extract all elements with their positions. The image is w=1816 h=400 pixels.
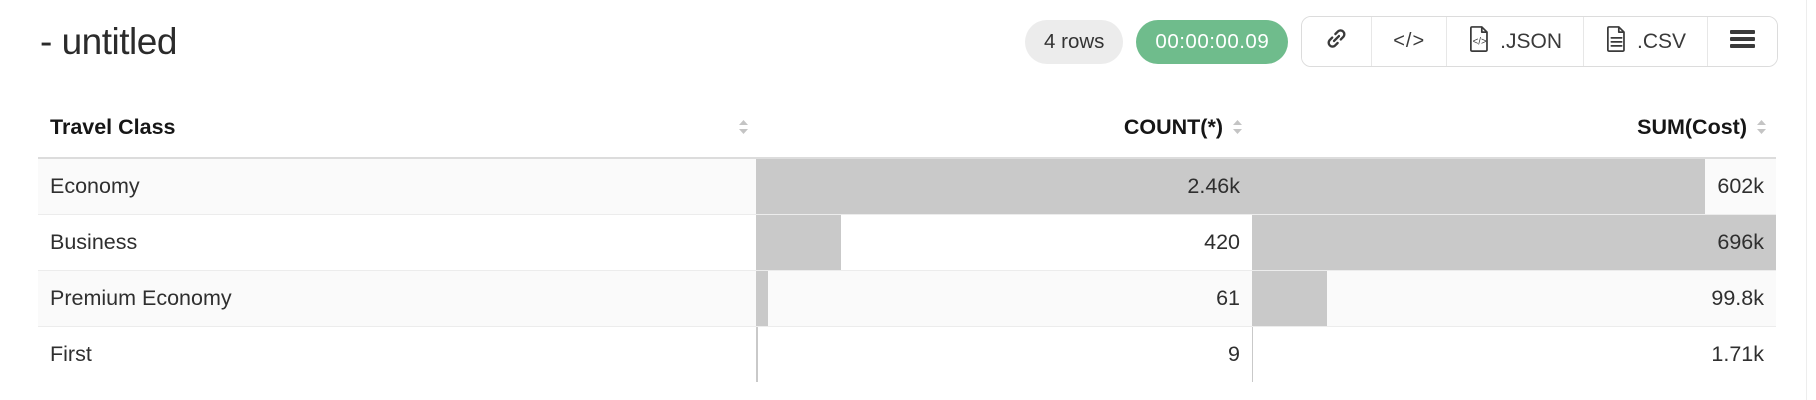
column-header-count[interactable]: COUNT(*): [756, 115, 1252, 140]
table-row: Business 420 696k: [38, 215, 1776, 271]
cell-value: Business: [50, 230, 138, 254]
export-json-button[interactable]: </> .JSON: [1446, 17, 1583, 66]
cell-value: 61: [1216, 286, 1240, 310]
copy-link-button[interactable]: [1302, 17, 1372, 66]
menu-button[interactable]: [1707, 17, 1777, 66]
file-text-icon: [1605, 25, 1628, 59]
sum-bar: [1252, 215, 1776, 270]
cell-value: 1.71k: [1711, 342, 1764, 366]
column-header-label: SUM(Cost): [1637, 114, 1747, 139]
cell-sum-cost: 1.71k: [1252, 327, 1776, 382]
cell-sum-cost: 99.8k: [1252, 271, 1776, 326]
cell-value: Economy: [50, 174, 140, 198]
cell-value: Premium Economy: [50, 286, 232, 310]
query-timer-badge: 00:00:00.09: [1136, 19, 1289, 64]
cell-count: 2.46k: [756, 159, 1252, 214]
cell-count: 9: [756, 327, 1252, 382]
table-row: Economy 2.46k 602k: [38, 159, 1776, 215]
sum-bar: [1252, 327, 1254, 382]
cell-value: First: [50, 342, 92, 366]
file-code-icon: </>: [1468, 25, 1491, 59]
cell-value: 9: [1228, 342, 1240, 366]
sort-icon[interactable]: [737, 117, 750, 137]
results-table: Travel Class COUNT(*) SUM(Cost) Economy …: [38, 97, 1776, 382]
cell-travel-class: Premium Economy: [38, 271, 756, 326]
page-title: - untitled: [40, 20, 177, 62]
link-icon: [1323, 25, 1350, 58]
export-button-group: </> </> .JSON: [1301, 16, 1778, 67]
cell-value: 602k: [1717, 174, 1764, 198]
column-header-sum-cost[interactable]: SUM(Cost): [1252, 115, 1776, 140]
export-json-label: .JSON: [1500, 29, 1562, 53]
cell-value: 420: [1204, 230, 1240, 254]
export-csv-button[interactable]: .CSV: [1582, 17, 1707, 66]
sort-icon[interactable]: [1755, 117, 1768, 137]
count-bar: [756, 159, 1252, 214]
svg-text:</>: </>: [1473, 36, 1487, 47]
table-row: First 9 1.71k: [38, 327, 1776, 382]
pane-divider: [1806, 0, 1807, 400]
cell-count: 61: [756, 271, 1252, 326]
result-controls: 4 rows 00:00:00.09 </>: [1025, 16, 1778, 67]
row-count-badge: 4 rows: [1025, 19, 1124, 64]
sum-bar: [1252, 271, 1328, 326]
cell-sum-cost: 696k: [1252, 215, 1776, 270]
table-header-row: Travel Class COUNT(*) SUM(Cost): [38, 97, 1776, 159]
topbar: - untitled 4 rows 00:00:00.09 </>: [0, 0, 1816, 67]
column-header-label: COUNT(*): [1123, 114, 1223, 139]
cell-sum-cost: 602k: [1252, 159, 1776, 214]
view-code-button[interactable]: </>: [1371, 17, 1447, 66]
cell-travel-class: Economy: [38, 159, 756, 214]
cell-travel-class: Business: [38, 215, 756, 270]
export-csv-label: .CSV: [1636, 29, 1686, 53]
cell-value: 696k: [1717, 230, 1764, 254]
cell-travel-class: First: [38, 327, 756, 382]
sum-bar: [1252, 159, 1706, 214]
table-row: Premium Economy 61 99.8k: [38, 271, 1776, 327]
column-header-travel-class[interactable]: Travel Class: [38, 115, 756, 140]
cell-value: 2.46k: [1187, 174, 1240, 198]
sort-icon[interactable]: [1231, 117, 1244, 137]
hamburger-menu-icon: [1729, 28, 1756, 56]
count-bar: [756, 271, 769, 326]
column-header-label: Travel Class: [50, 114, 176, 139]
count-bar: [756, 215, 841, 270]
code-icon: </>: [1393, 30, 1426, 52]
count-bar: [756, 327, 758, 382]
cell-value: 99.8k: [1711, 286, 1764, 310]
cell-count: 420: [756, 215, 1252, 270]
